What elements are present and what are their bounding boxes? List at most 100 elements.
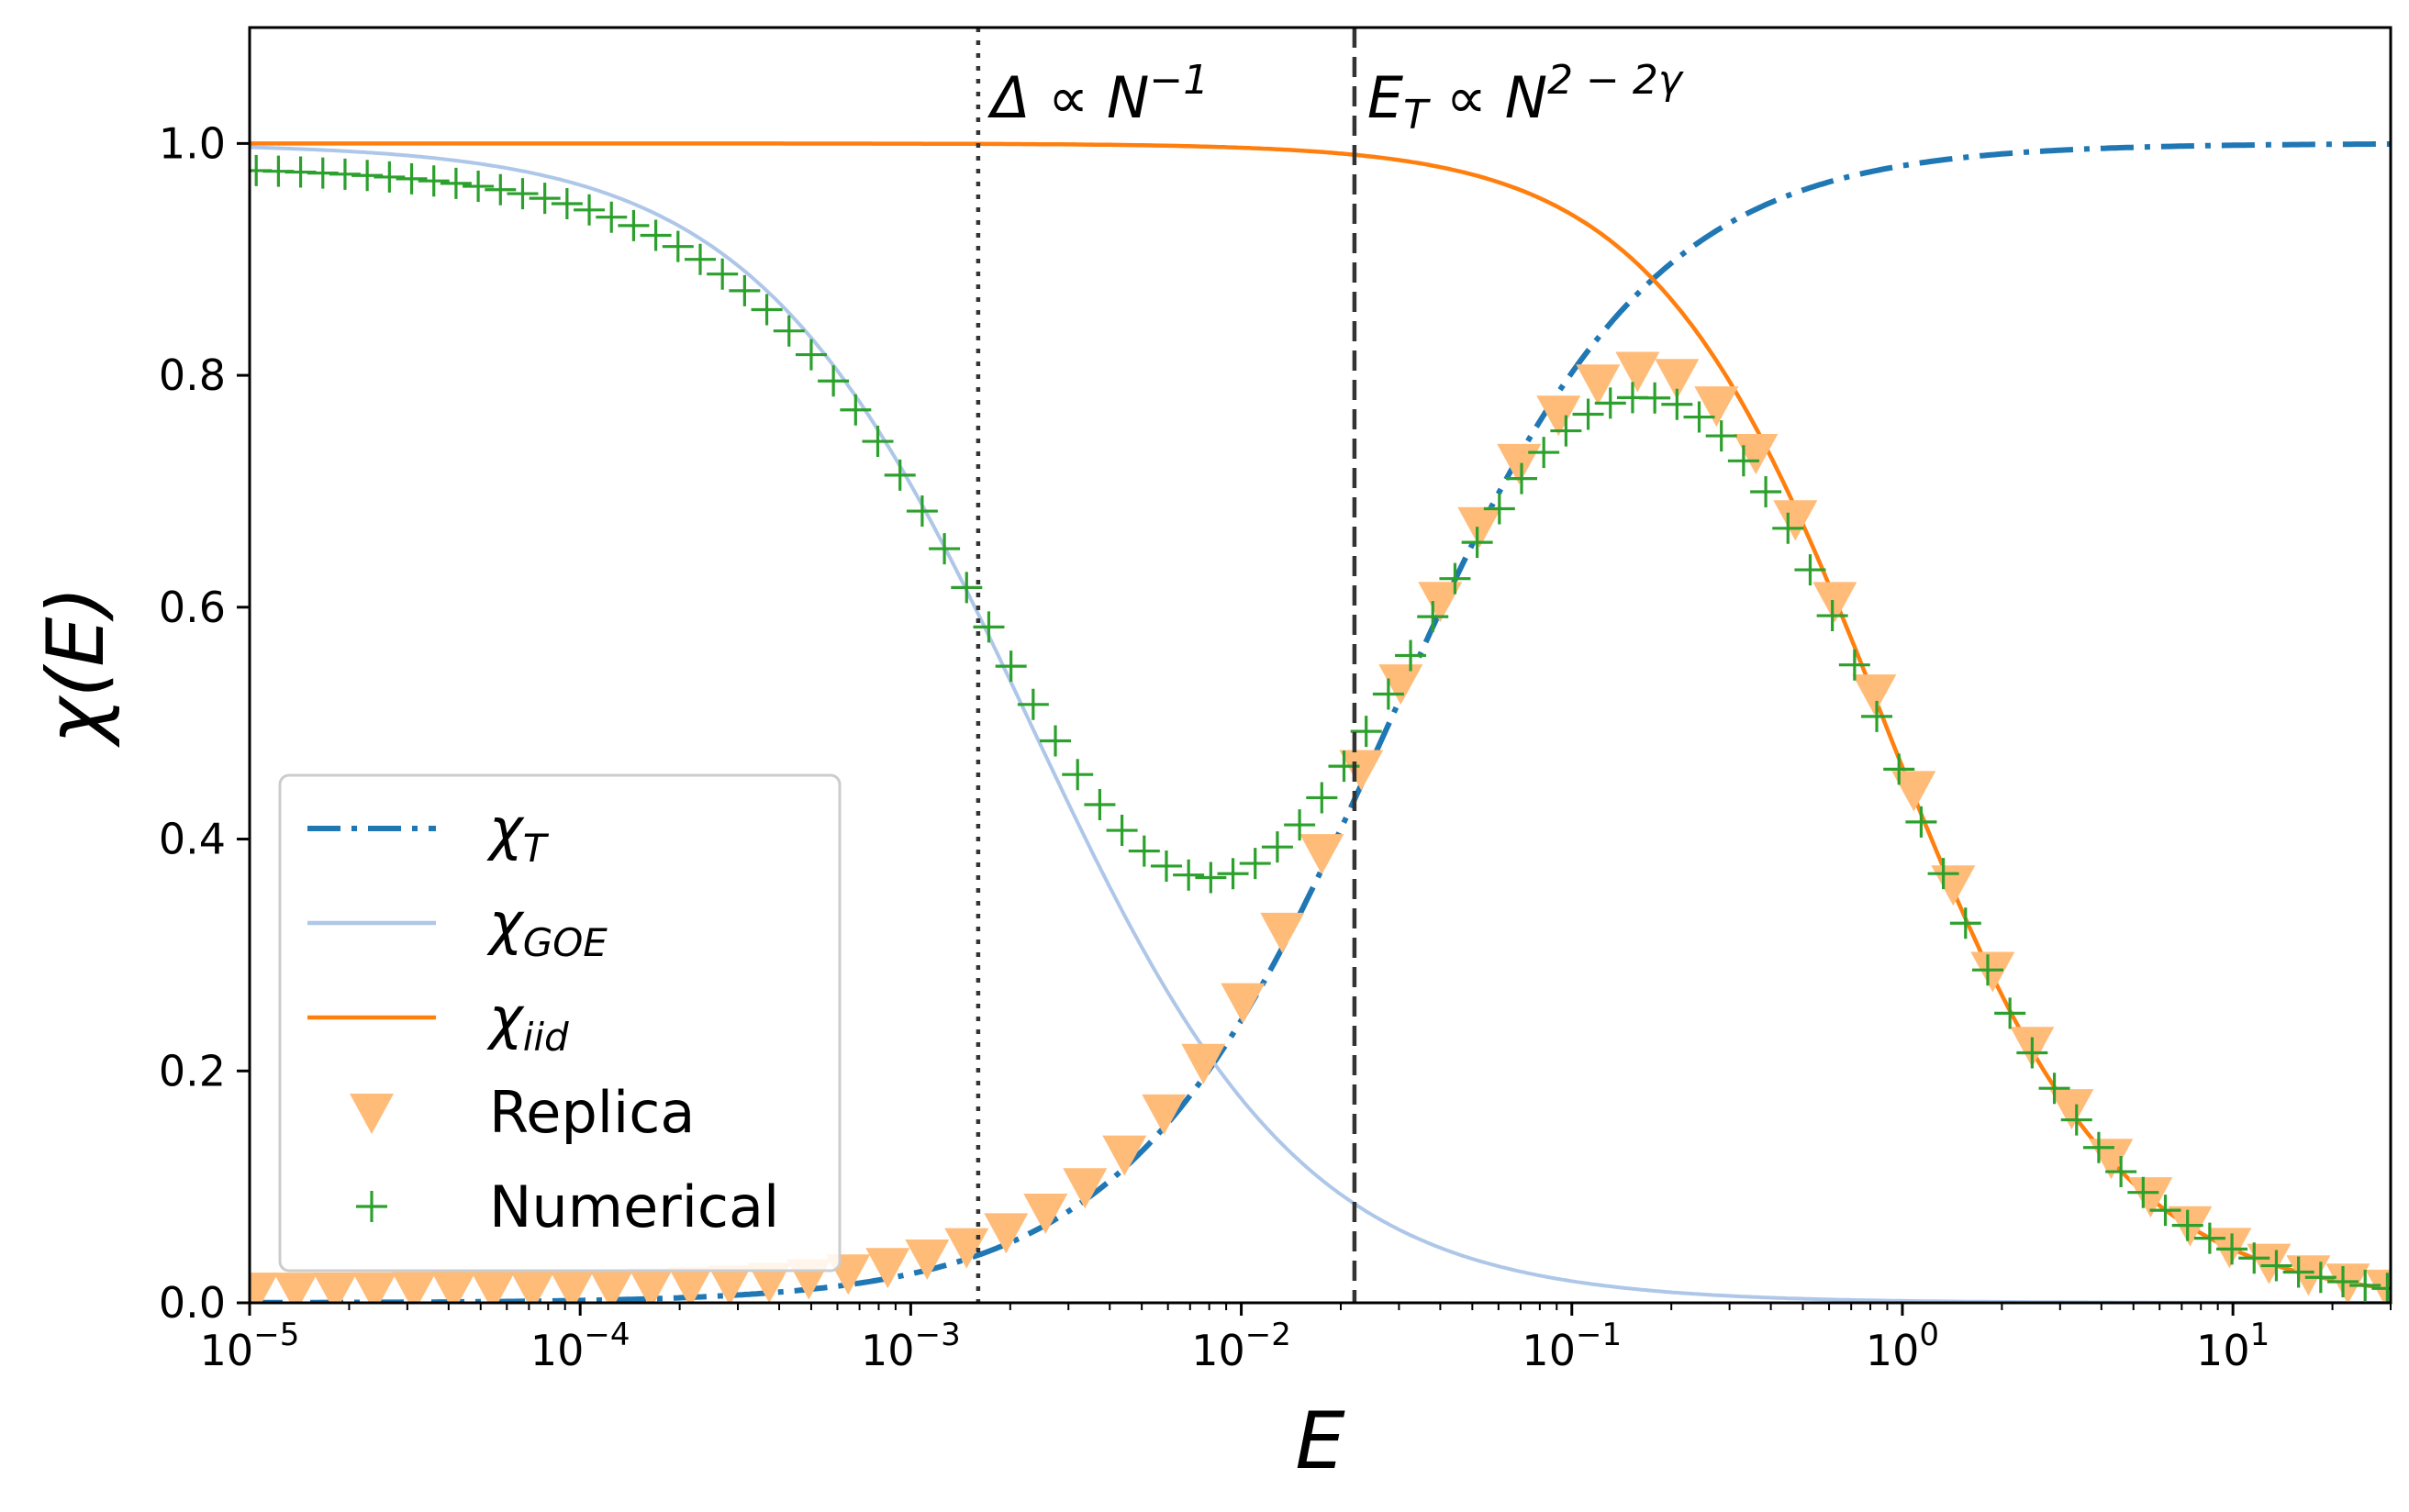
numerical-point (1284, 809, 1316, 841)
numerical-point (1261, 831, 1293, 863)
numerical-point (1239, 848, 1271, 880)
x-tick-mantissa: 10 (200, 1326, 254, 1375)
x-tick-label: 10−2 (1191, 1317, 1291, 1375)
numerical-point (374, 161, 406, 193)
numerical-point (795, 339, 827, 371)
replica-point (2128, 1177, 2173, 1218)
x-tick-label: 10−3 (861, 1317, 961, 1375)
legend-label-base: χ (486, 890, 525, 957)
replica-point (1260, 912, 1305, 953)
replica-point (2286, 1255, 2331, 1296)
x-tick-mantissa: 10 (530, 1326, 585, 1375)
numerical-point (1683, 401, 1715, 433)
replica-point (1852, 674, 1897, 716)
y-tick-label: 0.4 (159, 815, 226, 864)
numerical-point (2016, 1037, 2048, 1069)
replica-point (1102, 1135, 1147, 1176)
numerical-point (1905, 806, 1937, 838)
numerical-point (1128, 835, 1160, 867)
numerical-point (2171, 1209, 2203, 1241)
replica-point (1773, 500, 1818, 541)
x-tick-mantissa: 10 (1522, 1326, 1576, 1375)
legend-label-base: χ (486, 795, 525, 862)
x-axis-title: E (1295, 1395, 1345, 1487)
replica-point (668, 1267, 713, 1303)
numerical-point (818, 365, 850, 397)
replica-point (1931, 865, 1976, 906)
numerical-point (1017, 688, 1049, 720)
replica-point (1299, 834, 1344, 875)
legend-label: χGOE (486, 890, 608, 965)
numerical-point (995, 650, 1027, 683)
reference-line-label: ET ∝ N2 − 2γ (1367, 57, 1684, 139)
replica-point (550, 1270, 595, 1303)
y-tick-label: 0.6 (159, 583, 226, 632)
replica-point (984, 1213, 1029, 1254)
replica-point (1812, 582, 1857, 623)
replica-point (629, 1268, 674, 1303)
numerical-point (2327, 1266, 2359, 1298)
replica-point (905, 1240, 950, 1281)
numerical-point (485, 173, 517, 206)
x-tick-exponent: −4 (584, 1317, 630, 1353)
numerical-point (2349, 1269, 2381, 1301)
legend-label: χT (486, 795, 550, 871)
numerical-point (2082, 1131, 2114, 1163)
replica-point (1694, 386, 1739, 428)
numerical-point (1994, 997, 2026, 1029)
replica-point (273, 1273, 318, 1303)
label-sup: 2 − 2γ (1547, 57, 1684, 104)
numerical-point (1661, 388, 1693, 420)
numerical-point (884, 459, 916, 491)
replica-point (1576, 364, 1621, 406)
numerical-point (1594, 387, 1626, 419)
numerical-point (2038, 1073, 2070, 1105)
replica-point (313, 1272, 358, 1303)
series-layer (250, 141, 2391, 1303)
replica-point (1063, 1168, 1108, 1209)
numerical-point (751, 294, 783, 326)
replica-point (392, 1272, 437, 1303)
replica-point (708, 1265, 753, 1303)
y-tick-label: 0.0 (159, 1278, 226, 1328)
legend-label: Numerical (489, 1173, 779, 1240)
legend-numerical-symbol (356, 1191, 387, 1222)
numerical-point (640, 219, 672, 251)
x-tick-mantissa: 10 (861, 1326, 915, 1375)
numerical-point (596, 201, 628, 233)
legend-label: χiid (486, 984, 569, 1060)
series-replica-markers (250, 351, 2391, 1303)
reference-line-label: Δ ∝ N−1 (987, 57, 1209, 131)
x-tick-label: 10−1 (1522, 1317, 1622, 1375)
numerical-point (773, 315, 805, 347)
replica-point (2049, 1089, 2094, 1130)
label-base: Δ ∝ N (987, 64, 1150, 131)
x-tick-exponent: 0 (1919, 1317, 1939, 1353)
numerical-point (1306, 782, 1338, 814)
y-axis-title: χ(E) (30, 586, 122, 748)
label-sup: −1 (1149, 57, 1209, 104)
numerical-point (2216, 1233, 2248, 1265)
numerical-point (1550, 415, 1582, 447)
replica-point (1497, 443, 1542, 484)
y-tick-label: 0.8 (159, 350, 226, 400)
legend-label-sub: iid (523, 1015, 569, 1060)
numerical-point (2260, 1250, 2292, 1282)
replica-point (865, 1248, 910, 1289)
numerical-point (1528, 437, 1560, 469)
series-t-line (250, 141, 2391, 1303)
numerical-point (1350, 716, 1382, 748)
numerical-point (418, 165, 450, 197)
numerical-point (2304, 1262, 2337, 1294)
numerical-point (1506, 462, 1538, 495)
numerical-point (1461, 527, 1493, 559)
numerical-point (2238, 1242, 2270, 1274)
x-tick-exponent: −5 (253, 1317, 299, 1353)
replica-point (1457, 506, 1502, 548)
numerical-point (1838, 649, 1870, 681)
label-sub: T (1403, 92, 1431, 139)
numerical-point (440, 167, 472, 199)
numerical-point (618, 209, 650, 241)
replica-point (1418, 582, 1463, 623)
